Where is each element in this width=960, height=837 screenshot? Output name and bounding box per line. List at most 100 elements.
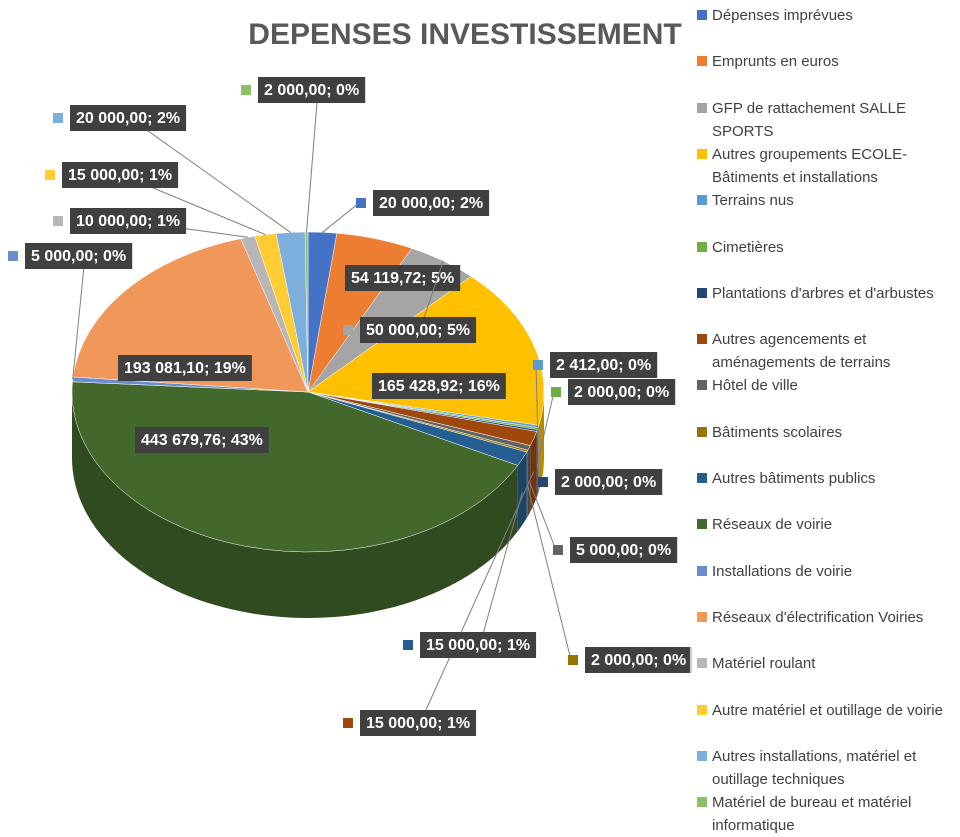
legend-label: Dépenses imprévues	[712, 7, 853, 24]
legend-label: Autre matériel et outillage de voirie	[712, 701, 943, 719]
label-box	[555, 469, 663, 495]
leader-line	[526, 483, 572, 661]
label-box	[373, 190, 490, 216]
legend-swatch	[697, 56, 707, 67]
data-label-group: 20 000,00; 2%	[53, 105, 291, 233]
legend-swatch	[697, 148, 707, 159]
data-label-group: 15 000,00; 1%	[343, 471, 535, 736]
legend-swatch	[697, 195, 707, 206]
label-box	[420, 632, 537, 658]
label-swatch	[568, 655, 578, 665]
data-label: 443 679,76; 43%	[141, 432, 263, 449]
legend-label: Autres bâtiments publics	[712, 470, 876, 487]
data-label-group: 2 000,00; 0%	[537, 379, 676, 462]
label-swatch	[356, 198, 366, 208]
legend-label: Emprunts en euros	[712, 53, 839, 71]
data-label-group: 15 000,00; 1%	[45, 162, 266, 236]
label-swatch	[343, 718, 353, 728]
data-label: 2 000,00; 0%	[264, 82, 359, 99]
legend-label: Hôtel de ville	[712, 377, 798, 395]
label-box	[62, 162, 179, 188]
legend-swatch	[697, 380, 707, 391]
data-label: 2 000,00; 0%	[591, 652, 686, 669]
label-box	[258, 77, 366, 103]
data-label: 10 000,00; 1%	[76, 213, 180, 230]
data-label-group: 443 679,76; 43%	[135, 427, 269, 453]
data-label: 50 000,00; 5%	[366, 322, 470, 339]
data-label: 15 000,00; 1%	[68, 167, 172, 184]
data-label: 2 412,00; 0%	[556, 357, 651, 374]
pie-slice	[72, 238, 309, 393]
legend-item: Terrains nus	[697, 189, 952, 212]
data-label: 15 000,00; 1%	[426, 637, 530, 654]
legend-label: Matériel de bureau et matériel informati…	[712, 794, 912, 835]
label-swatch	[53, 216, 63, 226]
legend-label: Cimetières	[712, 238, 784, 256]
legend-swatch	[697, 519, 707, 530]
leader-line	[306, 89, 319, 233]
legend-label: Réseaux d'électrification Voiries	[712, 608, 924, 626]
legend-swatch	[697, 565, 707, 576]
legend-item: Autres groupements ECOLE-Bâtiments et in…	[697, 143, 952, 189]
data-label-group: 193 081,10; 19%	[118, 355, 252, 381]
label-box	[570, 537, 678, 563]
legend-item: GFP de rattachement SALLE SPORTS	[697, 97, 952, 143]
legend-item: Autres agencements et aménagements de te…	[697, 328, 952, 374]
legend-swatch	[697, 241, 707, 252]
data-label-group: 2 000,00; 0%	[241, 77, 366, 233]
legend-item: Installations de voirie	[697, 560, 952, 583]
pie-slice	[71, 381, 519, 553]
data-label-group: 15 000,00; 1%	[403, 491, 537, 658]
legend-item: Autres installations, matériel et outill…	[697, 745, 952, 791]
label-box	[25, 243, 133, 269]
label-swatch	[8, 251, 18, 261]
label-box	[118, 355, 252, 381]
data-label-group: 50 000,00; 5%	[343, 260, 477, 343]
label-box	[550, 352, 658, 378]
legend-swatch	[697, 426, 707, 437]
legend-swatch	[697, 334, 707, 345]
legend-label: Matériel roulant	[712, 655, 816, 673]
pie-side	[526, 450, 528, 519]
label-swatch	[533, 360, 543, 370]
label-swatch	[538, 477, 548, 487]
label-swatch	[53, 113, 63, 123]
data-label-group: 2 412,00; 0%	[533, 352, 658, 460]
data-label: 5 000,00; 0%	[576, 542, 671, 559]
label-box	[70, 105, 187, 131]
legend-label: Installations de voirie	[712, 562, 853, 580]
pie-side	[538, 392, 544, 492]
data-label: 193 081,10; 19%	[124, 360, 246, 377]
legend-label: GFP de rattachement SALLE SPORTS	[712, 99, 906, 140]
label-swatch	[403, 640, 413, 650]
label-box	[372, 373, 506, 399]
leader-line	[129, 117, 291, 233]
legend-item: Autre matériel et outillage de voirie	[697, 699, 952, 722]
legend-swatch	[697, 797, 707, 808]
label-box	[360, 710, 477, 736]
legend-swatch	[697, 10, 707, 20]
data-label: 20 000,00; 2%	[379, 195, 483, 212]
data-label-group: 2 000,00; 0%	[526, 483, 693, 673]
label-box	[585, 647, 693, 673]
legend-item: Hôtel de ville	[697, 374, 952, 397]
data-label-group: 10 000,00; 1%	[53, 208, 248, 238]
legend: Dépenses imprévues Emprunts en euros GFP d…	[690, 0, 960, 837]
label-box	[345, 265, 461, 291]
data-label: 5 000,00; 0%	[31, 248, 126, 265]
data-label: 15 000,00; 1%	[366, 715, 470, 732]
legend-item: Dépenses imprévues	[697, 4, 952, 27]
legend-label: Bâtiments scolaires	[712, 423, 843, 441]
data-label-group: 165 428,92; 16%	[372, 373, 506, 399]
data-label-group: 2 000,00; 0%	[536, 463, 663, 495]
pie-side	[72, 392, 518, 618]
legend-label: Terrains nus	[712, 192, 794, 210]
data-label-group: 5 000,00; 0%	[8, 243, 133, 380]
legend-item: Autres bâtiments publics	[697, 467, 952, 490]
legend-item: Cimetières	[697, 236, 952, 259]
chart-title: DEPENSES INVESTISSEMENT	[248, 18, 681, 51]
pie-side	[517, 452, 527, 532]
label-box	[135, 427, 269, 453]
